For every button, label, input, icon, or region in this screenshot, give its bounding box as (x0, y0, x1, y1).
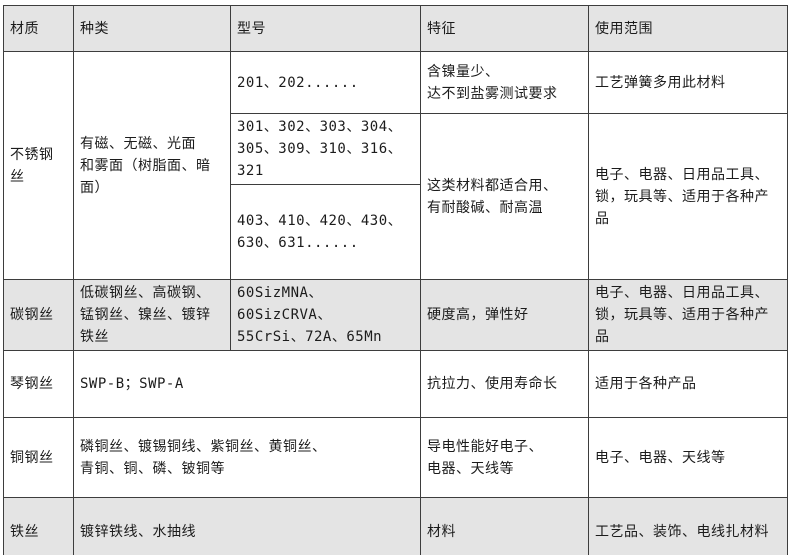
cell-copper-type: 磷铜丝、镀锡铜线、紫铜丝、黄铜丝、 青铜、铜、磷、铍铜等 (73, 417, 421, 498)
cell-stainless-type: 有磁、无磁、光面 和雾面（树脂面、暗 面） (73, 51, 231, 280)
cell-carbon-type: 低碳钢丝、高碳钢、 锰钢丝、镍丝、镀锌 铁丝 (73, 279, 231, 351)
cell-piano-material: 琴钢丝 (3, 350, 74, 418)
cell-iron-feature: 材料 (420, 497, 589, 555)
cell-stainless-usage-200: 工艺弹簧多用此材料 (588, 51, 788, 114)
cell-copper-usage: 电子、电器、天线等 (588, 417, 788, 498)
header-cell-type: 种类 (73, 5, 231, 52)
cell-copper-material: 铜钢丝 (3, 417, 74, 498)
row-stainless-200: 不锈钢丝 有磁、无磁、光面 和雾面（树脂面、暗 面） 201、202......… (3, 51, 788, 280)
cell-copper-feature: 导电性能好电子、 电器、天线等 (420, 417, 589, 498)
cell-stainless-models-400: 403、410、420、430、 630、631...... (230, 184, 421, 280)
row-iron: 铁丝 镀锌铁线、水抽线 材料 工艺品、装饰、电线扎材料 (3, 497, 788, 555)
cell-piano-feature: 抗拉力、使用寿命长 (420, 350, 589, 418)
cell-iron-usage: 工艺品、装饰、电线扎材料 (588, 497, 788, 555)
cell-iron-type: 镀锌铁线、水抽线 (73, 497, 421, 555)
cell-carbon-feature: 硬度高，弹性好 (420, 279, 589, 351)
cell-stainless-usage-300-400: 电子、电器、日用品工具、 锁，玩具等、适用于各种产 品 (588, 113, 788, 280)
row-copper: 铜钢丝 磷铜丝、镀锡铜线、紫铜丝、黄铜丝、 青铜、铜、磷、铍铜等 导电性能好电子… (3, 417, 788, 498)
cell-stainless-models-200: 201、202...... (230, 51, 421, 114)
cell-carbon-usage: 电子、电器、日用品工具、 锁，玩具等、适用于各种产 品 (588, 279, 788, 351)
cell-piano-usage: 适用于各种产品 (588, 350, 788, 418)
header-cell-usage: 使用范围 (588, 5, 788, 52)
row-stainless-300: 301、302、303、304、 305、309、310、316、321 这类材… (4, 113, 788, 280)
cell-carbon-models: 60SizMNA、60SizCRVA、 55CrSi、72A、65Mn (230, 279, 421, 351)
cell-stainless-models-300: 301、302、303、304、 305、309、310、316、321 (230, 113, 421, 185)
cell-carbon-material: 碳钢丝 (3, 279, 74, 351)
header-cell-material: 材质 (3, 5, 74, 52)
cell-stainless-feature-200: 含镍量少、 达不到盐雾测试要求 (420, 51, 589, 114)
cell-stainless-feature-300-400: 这类材料都适合用、 有耐酸碱、耐高温 (420, 113, 589, 280)
cell-iron-material: 铁丝 (3, 497, 74, 555)
row-carbon: 碳钢丝 低碳钢丝、高碳钢、 锰钢丝、镍丝、镀锌 铁丝 60SizMNA、60Si… (3, 279, 788, 351)
row-stainless-400: 403、410、420、430、 630、631...... (4, 184, 788, 280)
header-cell-model: 型号 (230, 5, 421, 52)
cell-piano-models: SWP-B；SWP-A (73, 350, 421, 418)
cell-stainless-material: 不锈钢丝 (3, 51, 74, 280)
header-cell-feature: 特征 (420, 5, 589, 52)
materials-table: 材质 种类 型号 特征 使用范围 不锈钢丝 有磁、无磁、光面 和雾面（树脂面、暗… (3, 5, 788, 555)
row-piano: 琴钢丝 SWP-B；SWP-A 抗拉力、使用寿命长 适用于各种产品 (3, 350, 788, 418)
header-row: 材质 种类 型号 特征 使用范围 (3, 5, 788, 52)
